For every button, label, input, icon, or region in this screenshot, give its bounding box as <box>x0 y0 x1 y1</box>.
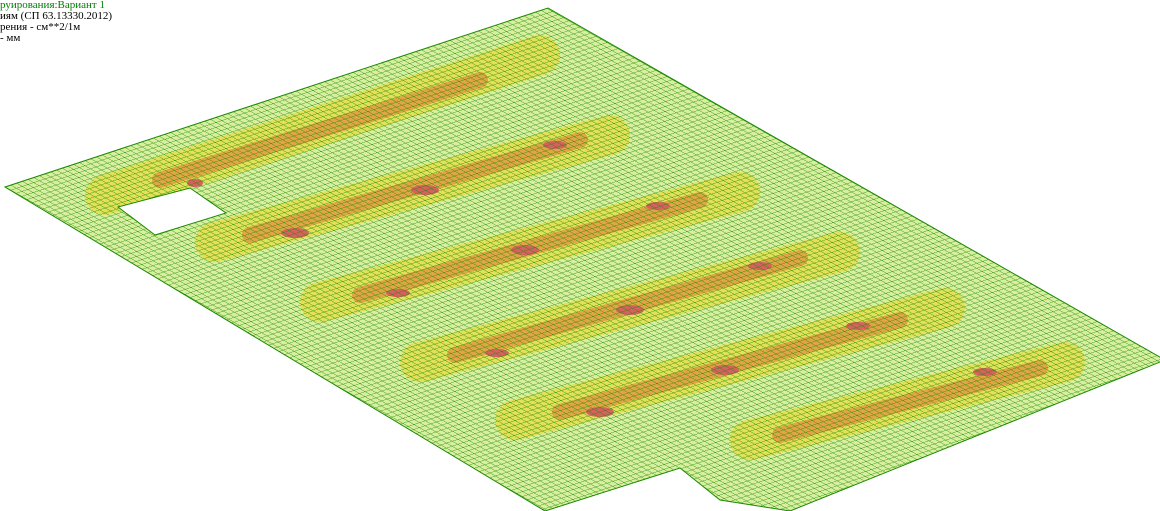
viewport: руирования:Вариант 1 иям (СП 63.13330.20… <box>0 0 1160 511</box>
header: руирования:Вариант 1 иям (СП 63.13330.20… <box>0 0 112 44</box>
slab <box>5 8 1160 511</box>
header-line: - мм <box>0 33 112 44</box>
slab-view <box>0 0 1160 511</box>
